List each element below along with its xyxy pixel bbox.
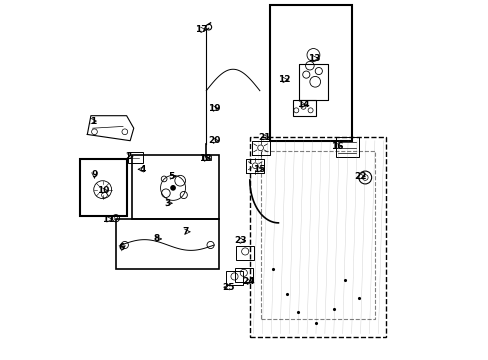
Circle shape xyxy=(206,242,214,249)
Text: 14: 14 xyxy=(297,100,309,109)
Text: 18: 18 xyxy=(199,154,211,163)
Bar xyxy=(269,5,351,141)
Text: 19: 19 xyxy=(207,104,220,113)
Text: 17: 17 xyxy=(195,26,207,35)
Circle shape xyxy=(170,185,176,191)
Text: 16: 16 xyxy=(330,141,343,150)
Bar xyxy=(292,100,315,116)
Text: 20: 20 xyxy=(207,136,220,145)
Bar xyxy=(225,271,243,285)
Text: 1: 1 xyxy=(89,117,96,126)
Text: 15: 15 xyxy=(252,165,264,174)
Text: 10: 10 xyxy=(97,186,109,195)
Text: 2: 2 xyxy=(125,152,131,161)
Text: 24: 24 xyxy=(241,277,254,286)
Circle shape xyxy=(121,242,128,249)
Text: 22: 22 xyxy=(354,172,366,181)
Text: 11: 11 xyxy=(102,215,115,224)
Bar xyxy=(335,137,358,157)
Text: 25: 25 xyxy=(222,283,234,292)
Bar xyxy=(128,153,142,163)
Text: 23: 23 xyxy=(234,236,246,245)
Text: 12: 12 xyxy=(277,76,289,85)
Text: 7: 7 xyxy=(182,227,188,236)
Text: 9: 9 xyxy=(91,170,98,179)
Bar xyxy=(132,155,219,219)
Text: 4: 4 xyxy=(139,165,145,174)
Text: 3: 3 xyxy=(164,199,170,208)
Text: 6: 6 xyxy=(118,243,124,252)
Bar xyxy=(116,219,219,269)
Bar xyxy=(236,246,254,260)
Bar xyxy=(234,267,252,282)
Bar xyxy=(80,158,126,216)
Text: 13: 13 xyxy=(307,54,320,63)
Text: 8: 8 xyxy=(154,234,160,243)
Text: 21: 21 xyxy=(257,132,270,141)
Text: 5: 5 xyxy=(168,172,174,181)
Circle shape xyxy=(205,24,211,30)
Bar xyxy=(201,155,210,160)
